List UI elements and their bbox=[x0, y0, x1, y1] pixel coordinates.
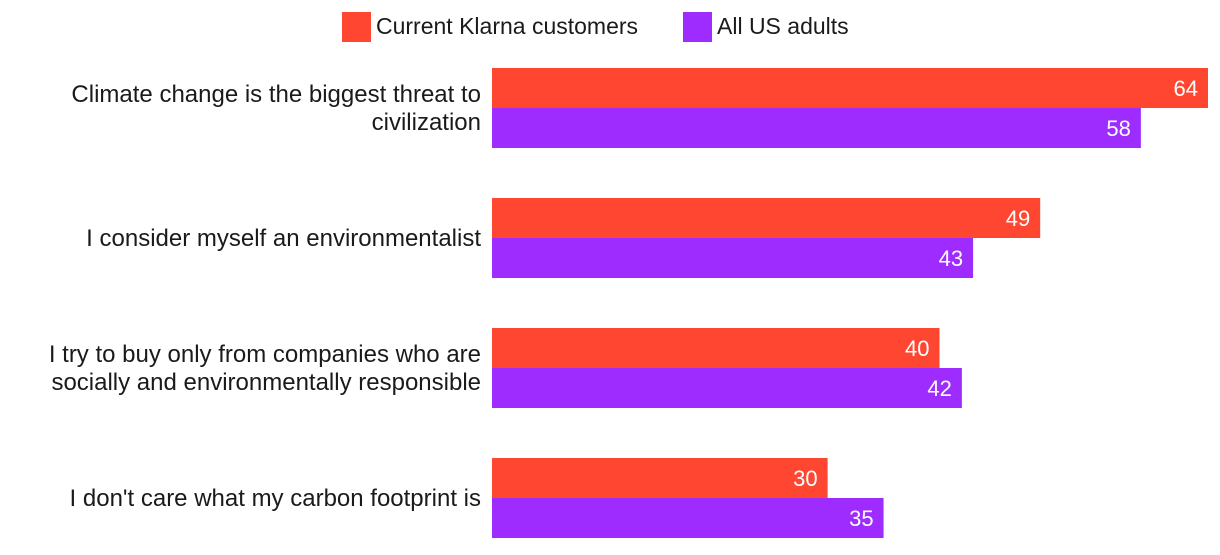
category-label-line: I try to buy only from companies who are bbox=[49, 341, 481, 368]
value-label-us-adults-1: 58 bbox=[1106, 116, 1130, 141]
value-label-us-adults-2: 43 bbox=[939, 246, 963, 271]
category-label-line: I don't care what my carbon footprint is bbox=[70, 485, 481, 512]
value-label-us-adults-4: 35 bbox=[849, 506, 873, 531]
bar-us-adults-3 bbox=[492, 368, 962, 408]
bar-klarna-4 bbox=[492, 458, 828, 498]
category-label-2: I consider myself an environmentalist bbox=[86, 225, 481, 252]
value-label-us-adults-3: 42 bbox=[927, 376, 951, 401]
value-label-klarna-1: 64 bbox=[1174, 76, 1198, 101]
bar-klarna-3 bbox=[492, 328, 940, 368]
legend: Current Klarna customers All US adults bbox=[342, 12, 849, 42]
value-label-klarna-3: 40 bbox=[905, 336, 929, 361]
category-label-line: socially and environmentally responsible bbox=[51, 369, 481, 396]
category-label-line: I consider myself an environmentalist bbox=[86, 225, 481, 252]
legend-swatch-2 bbox=[683, 12, 712, 42]
bar-klarna-1 bbox=[492, 68, 1208, 108]
legend-label-2: All US adults bbox=[717, 13, 849, 39]
legend-label-1: Current Klarna customers bbox=[376, 13, 638, 39]
bar-us-adults-1 bbox=[492, 108, 1141, 148]
category-label-line: Climate change is the biggest threat to bbox=[71, 81, 481, 108]
value-label-klarna-2: 49 bbox=[1006, 206, 1030, 231]
value-label-klarna-4: 30 bbox=[793, 466, 817, 491]
bar-us-adults-4 bbox=[492, 498, 884, 538]
bar-us-adults-2 bbox=[492, 238, 974, 278]
legend-swatch-1 bbox=[342, 12, 371, 42]
category-labels: Climate change is the biggest threat toc… bbox=[49, 81, 482, 512]
category-label-3: I try to buy only from companies who are… bbox=[49, 341, 481, 396]
category-label-line: civilization bbox=[372, 109, 481, 136]
bar-klarna-2 bbox=[492, 198, 1041, 238]
category-label-1: Climate change is the biggest threat toc… bbox=[71, 81, 481, 136]
category-label-4: I don't care what my carbon footprint is bbox=[70, 485, 481, 512]
bars: 64 58 49 43 40 42 30 35 bbox=[492, 68, 1208, 538]
